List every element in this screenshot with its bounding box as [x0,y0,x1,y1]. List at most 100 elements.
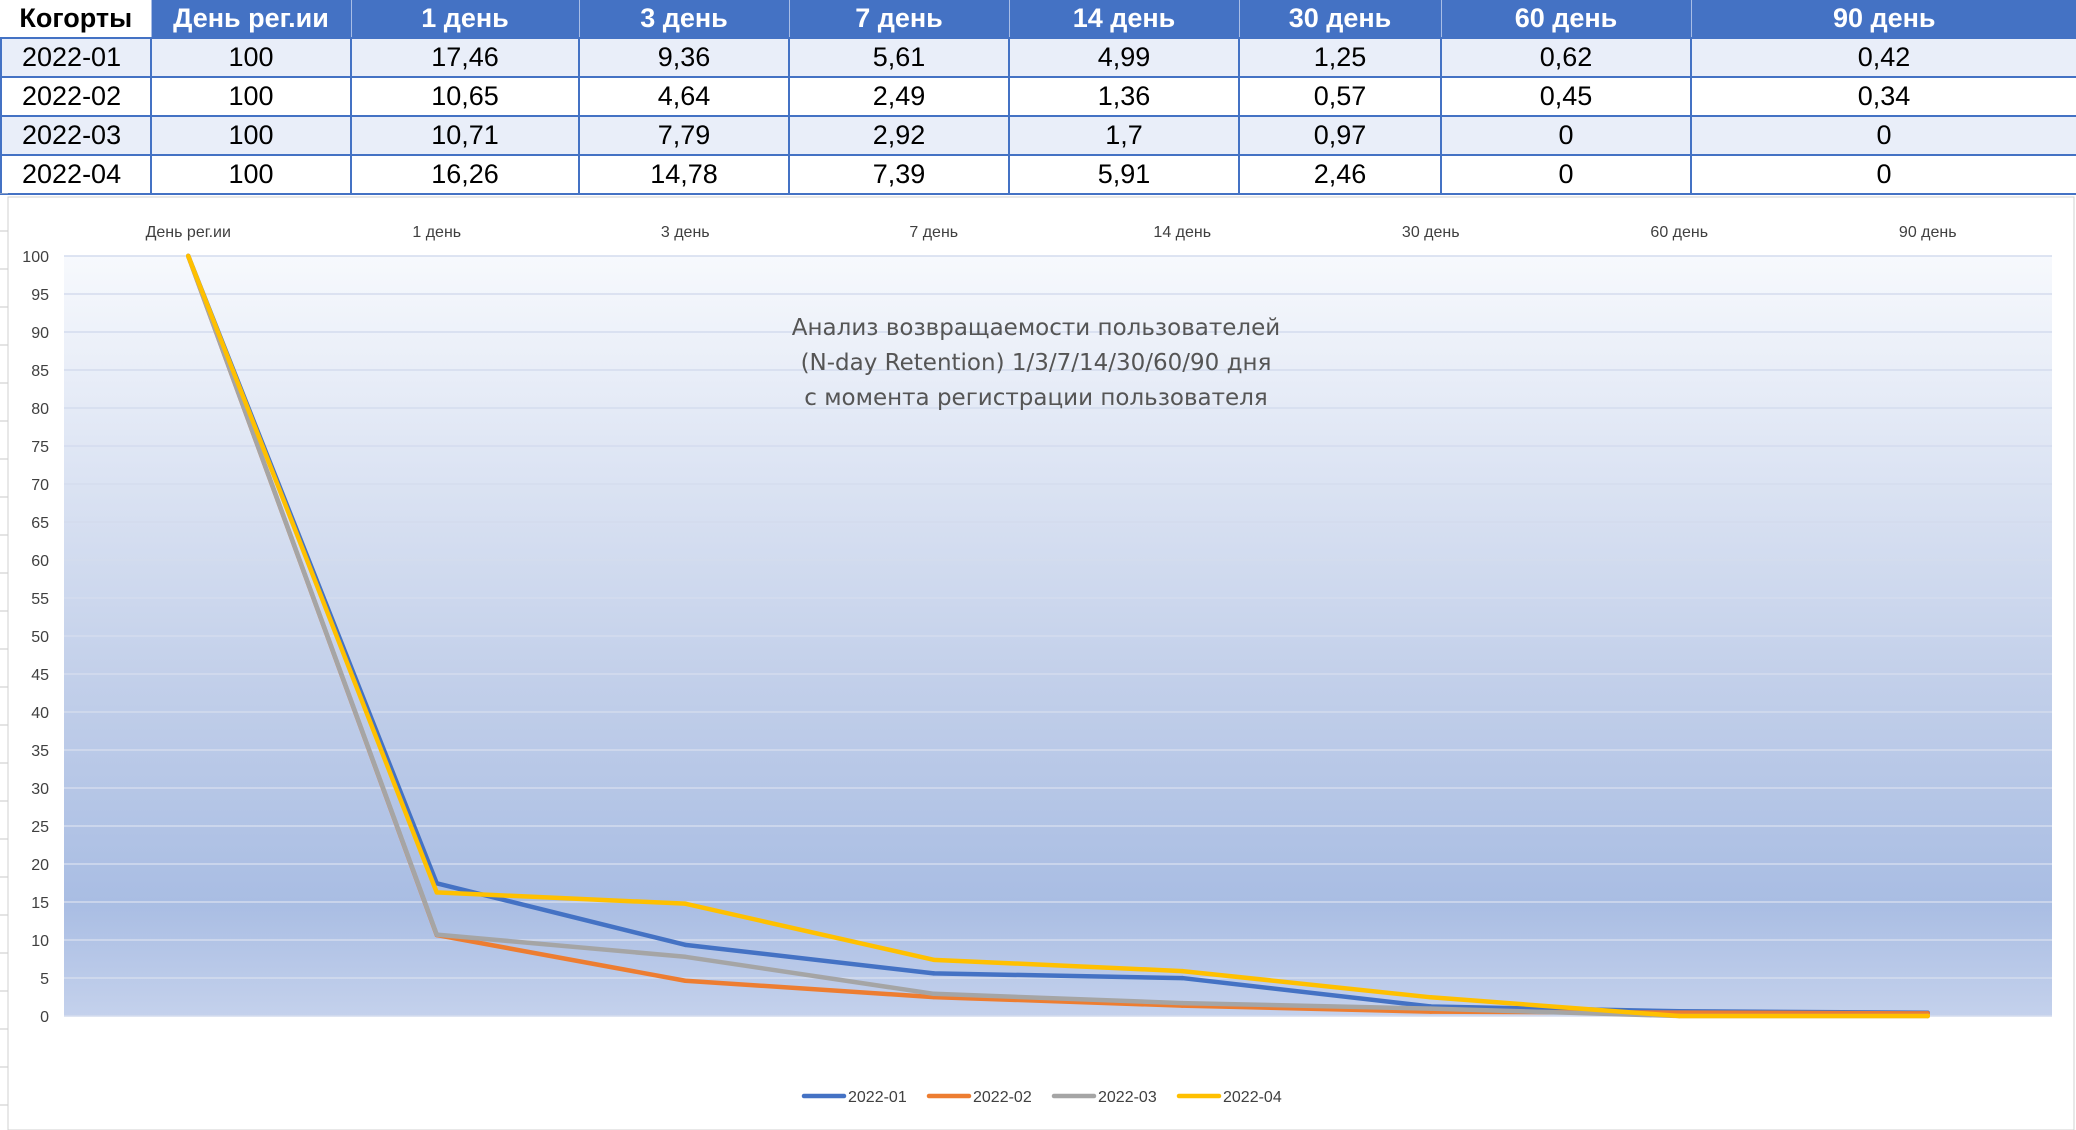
table-cell[interactable]: 4,64 [578,76,790,117]
table-cell[interactable]: 0,42 [1690,37,2076,78]
table-cell[interactable]: 4,99 [1008,37,1240,78]
data-point-2022-03[interactable] [434,932,439,937]
table-cell[interactable]: 10,65 [350,76,580,117]
y-tick-label: 90 [31,325,49,342]
table-cell[interactable]: 2,46 [1238,154,1442,195]
table-cell[interactable]: 2,49 [788,76,1010,117]
data-point-2022-04[interactable] [1677,1013,1682,1019]
sheet-gridlines [0,193,8,1106]
data-point-2022-03[interactable] [683,954,688,959]
data-point-2022-04[interactable] [1428,995,1433,1000]
x-axis: День рег.ии 1 день 3 день 7 день 14 день 30 д… [146,224,1957,241]
y-tick-label: 0 [40,1009,49,1026]
y-tick-label: 10 [31,933,49,950]
chart-title-line-2: (N-day Retention) 1/3/7/14/30/60/90 дня [801,350,1272,376]
legend-label[interactable]: 2022-01 [848,1089,907,1106]
x-tick-label: День рег.ии [146,224,231,241]
table-cell[interactable]: 16,26 [350,154,580,195]
data-point-2022-01[interactable] [931,971,936,976]
data-point-2022-04[interactable] [683,901,688,906]
y-tick-label: 45 [31,667,49,684]
header-day-30[interactable]: 30 день [1238,0,1441,38]
y-tick-label: 95 [31,287,49,304]
header-day-7[interactable]: 7 день [788,0,1009,38]
table-cell[interactable]: 100 [150,154,352,195]
data-point-2022-04[interactable] [434,890,439,895]
table-cell[interactable]: 100 [150,76,352,117]
y-tick-label: 20 [31,857,49,874]
header-registration-day[interactable]: День рег.ии [150,0,351,38]
y-tick-label: 55 [31,591,49,608]
data-point-2022-04[interactable] [1180,968,1185,974]
table-cell[interactable]: 0,62 [1440,37,1692,78]
data-point-2022-03[interactable] [1180,1000,1185,1006]
table-cell[interactable]: 7,39 [788,154,1010,195]
table-cell[interactable]: 0 [1440,154,1692,195]
table-cell[interactable]: 1,7 [1008,115,1240,156]
x-tick-label: 14 день [1153,224,1211,241]
header-day-3[interactable]: 3 день [578,0,789,38]
table-cell[interactable]: 0 [1690,115,2076,156]
table-cell[interactable]: 14,78 [578,154,790,195]
table-cell-cohort[interactable]: 2022-04 [0,154,152,195]
y-tick-label: 15 [31,895,49,912]
data-point-2022-01[interactable] [1180,975,1185,981]
y-tick-label: 60 [31,553,49,570]
legend-label[interactable]: 2022-03 [1098,1089,1157,1106]
legend-label[interactable]: 2022-04 [1223,1089,1282,1106]
x-tick-label: 1 день [412,224,461,241]
chart-title-line-3: с момента регистрации пользователя [804,385,1268,411]
y-tick-label: 65 [31,515,49,532]
y-tick-label: 30 [31,781,49,798]
table-cell[interactable]: 1,36 [1008,76,1240,117]
header-day-60[interactable]: 60 день [1440,0,1691,38]
table-row: 2022-01 100 17,46 9,36 5,61 4,99 1,25 0,… [0,37,2076,78]
header-day-90[interactable]: 90 день [1690,0,2076,38]
table-cell[interactable]: 2,92 [788,115,1010,156]
table-cell[interactable]: 17,46 [350,37,580,78]
data-point-2022-04[interactable] [931,957,936,963]
table-row: 2022-03 100 10,71 7,79 2,92 1,7 0,97 0 0 [0,115,2076,156]
y-tick-label: 80 [31,401,49,418]
header-cohorts[interactable]: Когорты [1,0,151,38]
table-cell[interactable]: 5,91 [1008,154,1240,195]
data-point-2022-04[interactable] [1925,1013,1930,1019]
data-point-2022-02[interactable] [683,978,688,983]
y-tick-label: 100 [22,249,49,266]
data-point-2022-03[interactable] [931,991,936,997]
table-cell-cohort[interactable]: 2022-01 [0,37,152,78]
y-tick-label: 70 [31,477,49,494]
table-cell[interactable]: 100 [150,115,352,156]
data-point-2022-03[interactable] [1428,1006,1433,1011]
table-cell[interactable]: 5,61 [788,37,1010,78]
table-cell-cohort[interactable]: 2022-02 [0,76,152,117]
y-tick-label: 40 [31,705,49,722]
x-tick-label: 90 день [1899,224,1957,241]
table-cell[interactable]: 100 [150,37,352,78]
header-day-14[interactable]: 14 день [1008,0,1239,38]
table-cell[interactable]: 0,34 [1690,76,2076,117]
data-point-2022-01[interactable] [683,942,688,948]
table-cell[interactable]: 0 [1690,154,2076,195]
legend-label[interactable]: 2022-02 [973,1089,1032,1106]
table-cell[interactable]: 10,71 [350,115,580,156]
y-tick-label: 25 [31,819,49,836]
table-cell[interactable]: 7,79 [578,115,790,156]
table-cell[interactable]: 1,25 [1238,37,1442,78]
table-cell[interactable]: 9,36 [578,37,790,78]
series-line-2022-04[interactable] [186,253,1930,1019]
table-cell[interactable]: 0,45 [1440,76,1692,117]
gridlines [64,255,2052,1017]
data-point-2022-04[interactable] [186,253,191,259]
chart-title: Анализ возвращаемости пользователей (N-d… [792,315,1280,411]
table-cell[interactable]: 0,97 [1238,115,1442,156]
table-cell[interactable]: 0,57 [1238,76,1442,117]
y-tick-label: 35 [31,743,49,760]
x-tick-label: 30 день [1402,224,1460,241]
header-day-1[interactable]: 1 день [350,0,579,38]
retention-chart-svg: 0 5 10 15 20 25 30 35 40 45 50 55 60 65 70 75 80 85 90 95 10… [0,193,2075,1130]
retention-chart[interactable]: 0 5 10 15 20 25 30 35 40 45 50 55 60 65 70 75 80 85 90 95 10… [0,193,2076,1130]
table-cell-cohort[interactable]: 2022-03 [0,115,152,156]
table-cell[interactable]: 0 [1440,115,1692,156]
series-lines [186,253,1930,1019]
